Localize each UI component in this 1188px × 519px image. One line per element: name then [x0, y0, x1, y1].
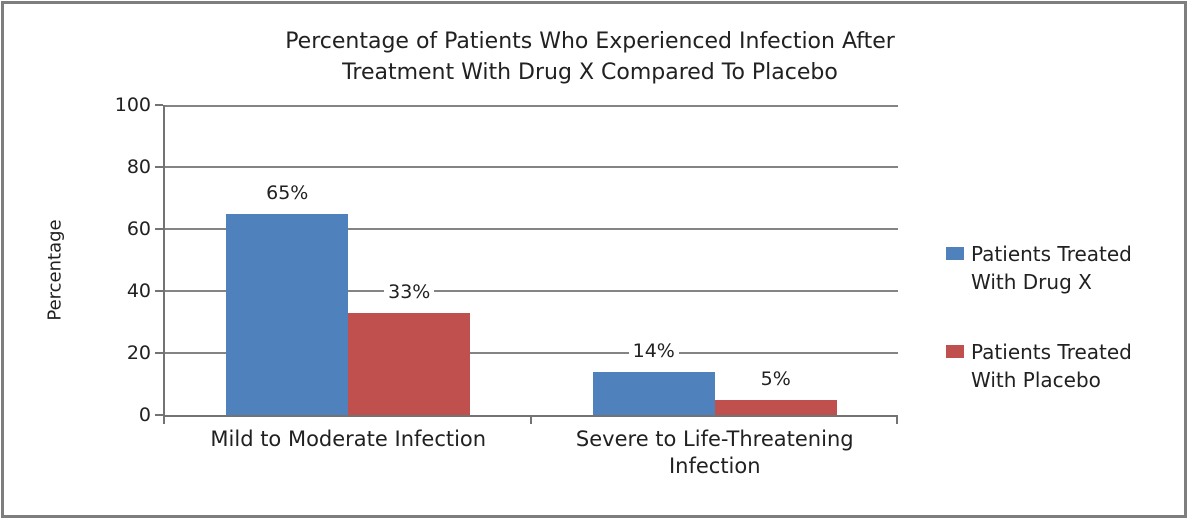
bar-value-text: 65%	[262, 181, 313, 204]
gridline	[165, 290, 898, 292]
bar-placebo-cat1	[714, 399, 837, 415]
bar-value-label: 33%	[348, 279, 470, 305]
y-tick-label: 0	[138, 404, 151, 426]
y-tick-mark	[155, 352, 163, 354]
legend: Patients Treated With Drug X Patients Tre…	[946, 240, 1178, 436]
legend-color-swatch	[946, 345, 964, 358]
x-tick-mark	[163, 415, 165, 424]
gridline	[165, 166, 898, 168]
bar-drug-x-cat0	[226, 213, 349, 415]
gridline	[165, 228, 898, 230]
gridline	[165, 105, 898, 107]
y-tick-label: 40	[126, 280, 151, 302]
gridline	[165, 352, 898, 354]
chart-title-line-2: Treatment With Drug X Compared To Placeb…	[342, 60, 838, 85]
y-tick-label: 80	[126, 156, 151, 178]
y-axis-title: Percentage	[44, 219, 66, 321]
y-tick-mark	[155, 290, 163, 292]
legend-label: Patients Treated With Drug X	[971, 242, 1132, 294]
bar-value-text: 33%	[384, 280, 435, 303]
legend-entry-placebo: Patients Treated With Placebo	[946, 338, 1178, 394]
x-tick-mark	[529, 415, 532, 424]
y-tick-mark	[155, 228, 163, 230]
y-tick-label: 20	[126, 342, 151, 364]
y-tick-mark	[155, 104, 163, 106]
bar-value-text: 5%	[756, 367, 795, 390]
legend-entry-drug-x: Patients Treated With Drug X	[946, 240, 1178, 296]
y-tick-label: 60	[126, 218, 151, 240]
plot-area: 65% 14% 33% 5%	[163, 105, 898, 417]
legend-label: Patients Treated With Placebo	[971, 340, 1132, 392]
bar-placebo-cat0	[348, 312, 471, 415]
bar-value-label: 14%	[593, 338, 715, 364]
y-tick-mark	[155, 414, 163, 416]
y-tick-label: 100	[114, 94, 151, 116]
legend-color-swatch	[946, 247, 964, 260]
category-label: Severe to Life-Threatening Infection	[575, 427, 854, 478]
bar-drug-x-cat1	[592, 371, 715, 415]
y-tick-mark	[155, 166, 163, 168]
chart-title-line-1: Percentage of Patients Who Experienced I…	[285, 29, 895, 54]
chart-title: Percentage of Patients Who Experienced I…	[210, 26, 970, 88]
bar-value-label: 65%	[226, 180, 348, 206]
bar-value-text: 14%	[628, 339, 679, 362]
x-tick-mark	[896, 415, 898, 424]
bar-value-label: 5%	[715, 366, 837, 392]
category-label: Mild to Moderate Infection	[210, 427, 487, 451]
